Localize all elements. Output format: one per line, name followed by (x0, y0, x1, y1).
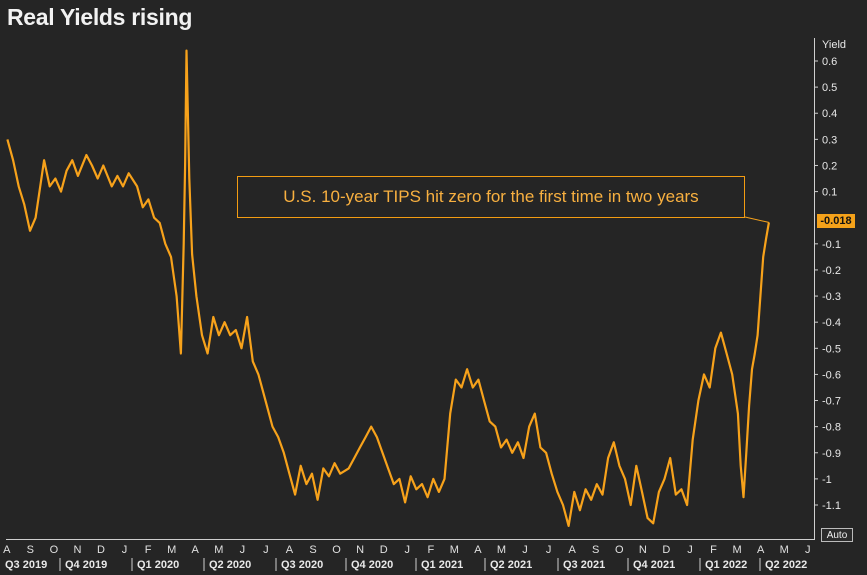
x-month-label: S (309, 544, 317, 556)
x-quarter-label: Q2 2022 (765, 559, 807, 571)
x-quarter-label: Q3 2021 (563, 559, 605, 571)
x-month-label: S (27, 544, 35, 556)
x-month-label: O (332, 544, 341, 556)
x-month-label: J (687, 544, 693, 556)
auto-scale-button[interactable]: Auto (821, 528, 853, 542)
x-quarter-label: Q2 2021 (490, 559, 532, 571)
x-month-label: O (615, 544, 624, 556)
x-month-label: N (356, 544, 364, 556)
x-month-label: J (405, 544, 411, 556)
x-quarter-label: Q3 2020 (281, 559, 323, 571)
x-quarter-label: Q1 2021 (421, 559, 463, 571)
x-month-label: M (167, 544, 177, 556)
x-month-label: A (192, 544, 200, 556)
y-tick-label: -0.5 (822, 343, 841, 355)
x-month-label: J (546, 544, 552, 556)
x-month-label: J (240, 544, 246, 556)
y-tick-label: -0.6 (822, 369, 841, 381)
y-tick-label: -0.4 (822, 317, 841, 329)
annotation-box: U.S. 10-year TIPS hit zero for the first… (237, 176, 745, 218)
y-tick-label: 0.2 (822, 160, 837, 172)
x-quarter-label: Q4 2019 (65, 559, 107, 571)
y-axis: Yield 0.6 0.5 0.4 0.3 0.2 0.1 -0.1 -0.2 -0.3 -0.4… (814, 39, 846, 512)
x-month-label: M (780, 544, 790, 556)
x-month-label: O (50, 544, 59, 556)
y-tick-label: -0.9 (822, 448, 841, 460)
x-month-label: D (662, 544, 670, 556)
x-month-label: F (710, 544, 717, 556)
y-tick-label: 0.3 (822, 134, 837, 146)
x-month-label: M (497, 544, 507, 556)
x-quarter-label: Q2 2020 (209, 559, 251, 571)
y-tick-label: -0.1 (822, 239, 841, 251)
plot-area-border (6, 38, 815, 540)
x-month-label: F (427, 544, 434, 556)
x-month-label: D (380, 544, 388, 556)
y-tick-label: -0.3 (822, 291, 841, 303)
y-tick-label: -1.1 (822, 500, 841, 512)
last-value-badge: -0.018 (817, 214, 855, 228)
y-tick-label: -0.2 (822, 265, 841, 277)
x-month-label: A (474, 544, 482, 556)
y-tick-label: 0.5 (822, 82, 837, 94)
x-month-label: F (145, 544, 152, 556)
series-line (6, 49, 770, 528)
x-month-label: A (286, 544, 294, 556)
x-month-label: J (805, 544, 811, 556)
x-quarter-label: Q1 2022 (705, 559, 747, 571)
y-tick-label: 0.1 (822, 187, 837, 199)
x-quarter-label: Q3 2019 (5, 559, 47, 571)
x-month-label: J (122, 544, 128, 556)
series-group (6, 49, 770, 528)
annotation-leader-line (744, 216, 769, 223)
x-quarter-label: Q4 2020 (351, 559, 393, 571)
x-month-label: N (639, 544, 647, 556)
x-axis: A S O N D J F M A M J J A S O N D J F M A M J J A S O N D J F M A M J Q3 20… (3, 544, 811, 571)
y-tick-label: -0.8 (822, 422, 841, 434)
x-month-label: M (450, 544, 460, 556)
x-month-label: S (592, 544, 600, 556)
x-month-label: A (568, 544, 576, 556)
chart-title: Real Yields rising (7, 4, 193, 30)
y-tick-label: 0.4 (822, 108, 837, 120)
x-month-label: M (732, 544, 742, 556)
y-axis-label: Yield (822, 39, 846, 51)
x-month-label: M (214, 544, 224, 556)
x-month-label: A (757, 544, 765, 556)
y-tick-label: 0.6 (822, 56, 837, 68)
x-quarter-label: Q1 2020 (137, 559, 179, 571)
y-tick-label: -0.7 (822, 396, 841, 408)
x-month-label: J (263, 544, 269, 556)
y-tick-label: -1 (822, 474, 832, 486)
x-quarter-label: Q4 2021 (633, 559, 675, 571)
x-month-label: N (73, 544, 81, 556)
x-month-label: J (522, 544, 528, 556)
x-month-label: A (3, 544, 11, 556)
x-month-label: D (97, 544, 105, 556)
